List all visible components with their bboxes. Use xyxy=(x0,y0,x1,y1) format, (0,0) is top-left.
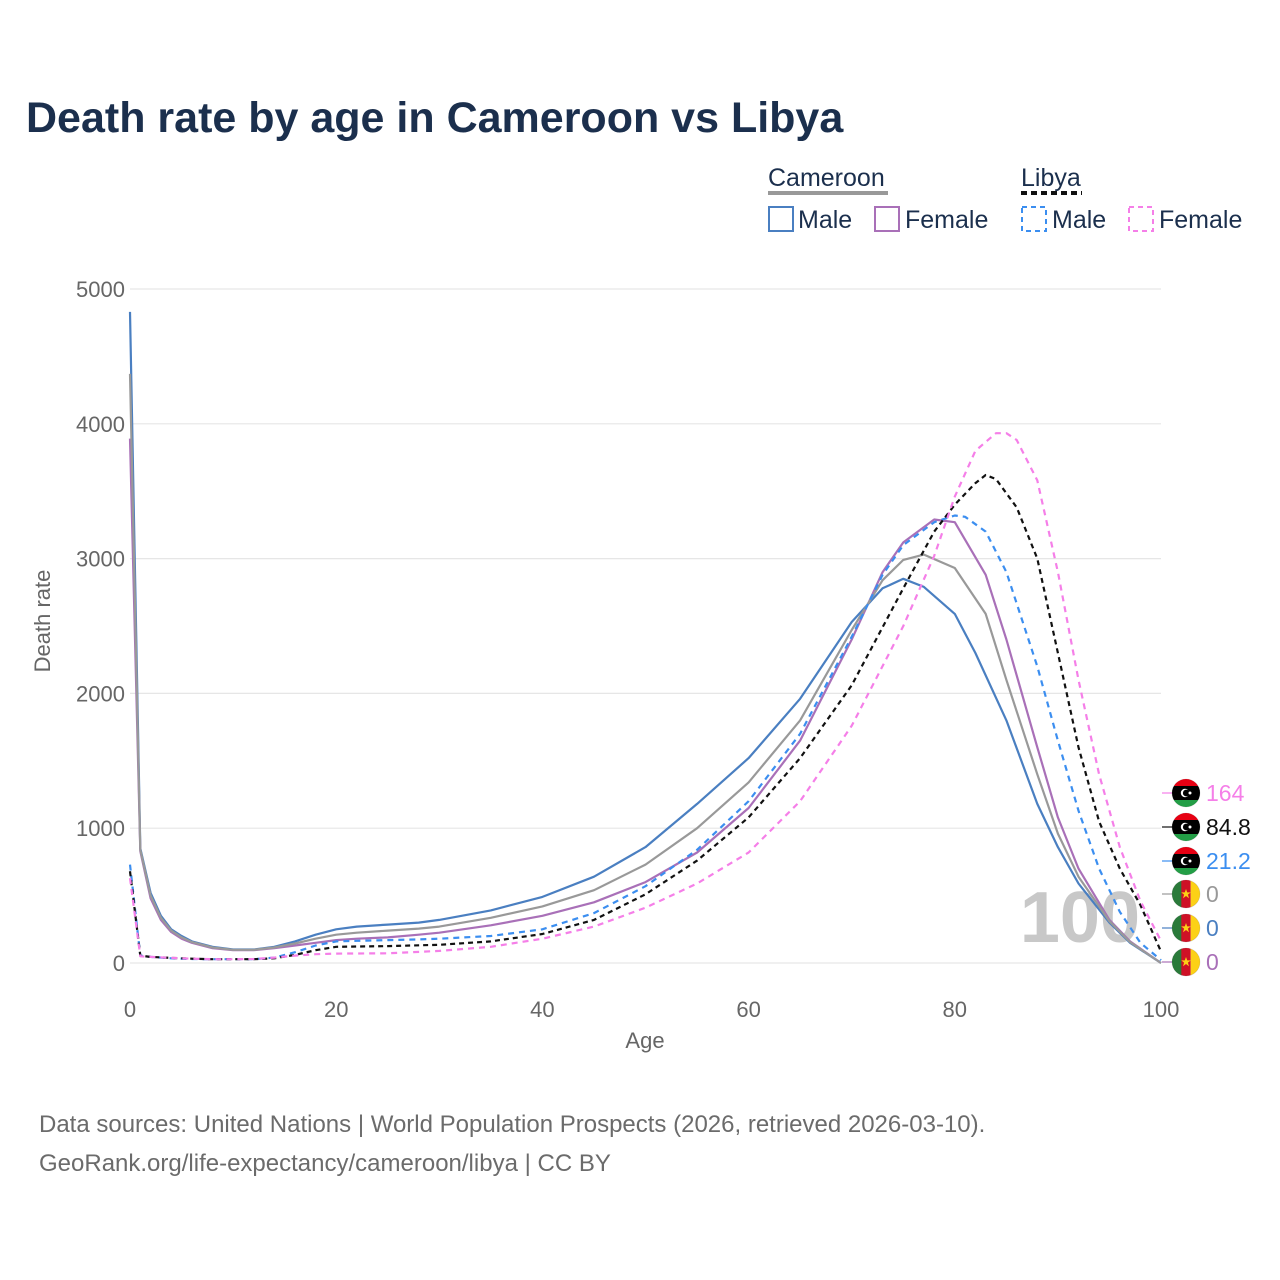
x-tick-label: 80 xyxy=(943,997,967,1022)
y-tick-label: 0 xyxy=(113,951,125,976)
end-label-value: 21.2 xyxy=(1206,848,1251,874)
x-axis-ticks: 0 20 40 60 80 100 xyxy=(124,997,1179,1022)
y-tick-label: 4000 xyxy=(76,412,125,437)
legend-swatch-cameroon-male[interactable] xyxy=(768,206,794,232)
legend-label-cameroon-male: Male xyxy=(798,206,852,234)
footer-link[interactable]: GeoRank.org/life-expectancy/cameroon/lib… xyxy=(39,1150,611,1177)
series-lines xyxy=(128,311,1163,964)
grid xyxy=(130,288,1161,964)
libya-flag-icon xyxy=(1171,812,1201,842)
chart-title: Death rate by age in Cameroon vs Libya xyxy=(26,94,844,142)
x-tick-label: 60 xyxy=(736,997,760,1022)
legend: Cameroon Male Female Libya Male Female xyxy=(768,164,1242,234)
libya-flag-icon xyxy=(1171,846,1201,876)
series-line-cameroon-female[interactable] xyxy=(128,438,1162,964)
footer-sources: Data sources: United Nations | World Pop… xyxy=(39,1111,985,1138)
series-line-cameroon-total[interactable] xyxy=(128,373,1162,964)
legend-swatch-cameroon-female[interactable] xyxy=(874,206,900,232)
x-tick-label: 20 xyxy=(324,997,348,1022)
end-label-value: 84.8 xyxy=(1206,814,1251,840)
cameroon-flag-icon xyxy=(1171,879,1201,909)
y-axis-label: Death rate xyxy=(30,570,55,673)
end-labels: 164 84.8 21.2 0 0 0 xyxy=(1162,778,1251,977)
x-tick-label: 100 xyxy=(1143,997,1180,1022)
end-label-value: 0 xyxy=(1206,881,1219,907)
series-line-libya-female[interactable] xyxy=(128,432,1162,961)
legend-swatch-libya-male[interactable] xyxy=(1021,206,1047,232)
y-tick-label: 5000 xyxy=(76,277,125,302)
x-tick-label: 40 xyxy=(530,997,554,1022)
x-tick-label: 0 xyxy=(124,997,136,1022)
end-label-value: 0 xyxy=(1206,915,1219,941)
legend-label-libya-female: Female xyxy=(1159,206,1242,234)
y-tick-label: 1000 xyxy=(76,816,125,841)
cameroon-flag-icon xyxy=(1171,947,1201,977)
series-line-libya-male[interactable] xyxy=(128,514,1162,962)
y-tick-label: 3000 xyxy=(76,547,125,572)
y-tick-label: 2000 xyxy=(76,681,125,706)
legend-group-libya: Libya xyxy=(1021,164,1081,192)
end-label-value: 164 xyxy=(1206,780,1245,806)
end-label-value: 0 xyxy=(1206,949,1219,975)
y-axis-ticks: 0 1000 2000 3000 4000 5000 xyxy=(76,277,125,976)
libya-flag-icon xyxy=(1171,778,1201,808)
cameroon-flag-icon xyxy=(1171,913,1201,943)
legend-label-libya-male: Male xyxy=(1052,206,1106,234)
legend-group-cameroon: Cameroon xyxy=(768,164,885,192)
legend-swatch-libya-female[interactable] xyxy=(1128,206,1154,232)
legend-label-cameroon-female: Female xyxy=(905,206,988,234)
year-watermark: 100 xyxy=(1020,878,1140,958)
x-axis-label: Age xyxy=(625,1028,664,1053)
